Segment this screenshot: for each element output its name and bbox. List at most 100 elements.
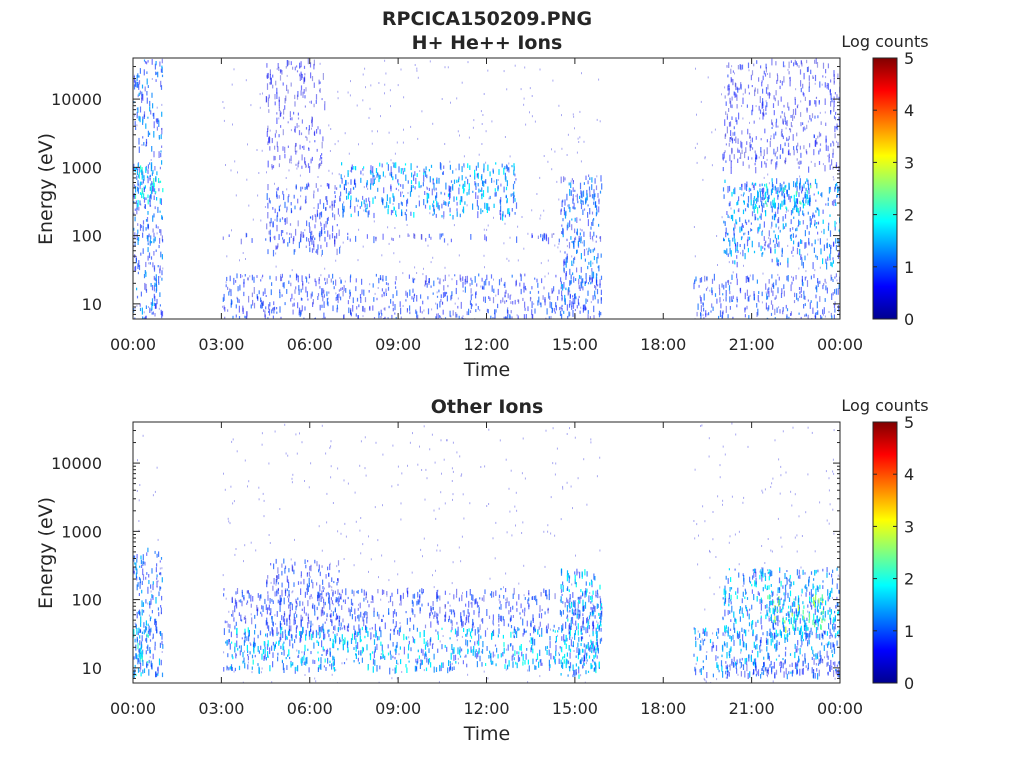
spectrogram-cell xyxy=(809,115,811,120)
spectrogram-cell xyxy=(829,164,831,170)
spectrogram-cell xyxy=(731,96,733,101)
spectrogram-cell xyxy=(414,266,416,269)
spectrogram-cell xyxy=(143,317,145,319)
spectrogram-cell xyxy=(753,63,755,67)
spectrogram-cell xyxy=(301,165,303,169)
spectrogram-cell xyxy=(815,226,817,229)
spectrogram-cell xyxy=(243,657,245,663)
spectrogram-cell xyxy=(150,235,152,240)
spectrogram-cell xyxy=(762,194,764,201)
spectrogram-cell xyxy=(533,595,535,600)
spectrogram-cell xyxy=(561,307,563,312)
spectrogram-cell xyxy=(286,210,288,213)
spectrogram-cell xyxy=(395,645,397,652)
spectrogram-cell xyxy=(817,278,819,284)
spectrogram-cell xyxy=(791,125,793,128)
spectrogram-cell xyxy=(574,207,576,210)
spectrogram-cell xyxy=(729,137,731,143)
spectrogram-cell xyxy=(344,175,345,178)
spectrogram-cell xyxy=(290,161,292,164)
spectrogram-cell xyxy=(798,312,800,315)
spectrogram-cell xyxy=(524,630,526,634)
spectrogram-cell xyxy=(430,607,432,613)
spectrogram-cell xyxy=(808,86,810,92)
spectrogram-cell xyxy=(504,136,506,138)
spectrogram-cell xyxy=(370,183,372,190)
spectrogram-cell xyxy=(508,601,510,607)
spectrogram-cell xyxy=(366,627,368,633)
spectrogram-cell xyxy=(817,222,819,225)
spectrogram-cell xyxy=(267,249,269,255)
spectrogram-cell xyxy=(829,254,831,258)
spectrogram-cell xyxy=(153,238,155,244)
spectrogram-cell xyxy=(369,283,371,286)
spectrogram-cell xyxy=(540,302,542,308)
spectrogram-cell xyxy=(802,197,804,203)
spectrogram-cell xyxy=(728,285,731,291)
spectrogram-cell xyxy=(416,272,418,274)
spectrogram-cell xyxy=(224,620,226,624)
spectrogram-cell xyxy=(254,614,256,619)
spectrogram-cell xyxy=(831,200,834,206)
spectrogram-cell xyxy=(442,309,444,315)
spectrogram-cell xyxy=(455,661,457,664)
spectrogram-cell xyxy=(136,304,138,307)
spectrogram-cell xyxy=(749,274,751,277)
spectrogram-cell xyxy=(331,663,333,670)
spectrogram-cell xyxy=(320,609,322,617)
spectrogram-cell xyxy=(310,594,312,597)
spectrogram-cell xyxy=(297,220,299,227)
spectrogram-cell xyxy=(317,244,319,250)
spectrogram-cell xyxy=(456,196,458,201)
spectrogram-cell xyxy=(444,614,446,622)
spectrogram-cell xyxy=(799,145,801,150)
spectrogram-cell xyxy=(801,258,803,266)
spectrogram-cell xyxy=(760,245,762,252)
spectrogram-cell xyxy=(274,208,276,214)
spectrogram-cell xyxy=(754,89,756,97)
spectrogram-cell xyxy=(136,81,138,88)
spectrogram-cell xyxy=(781,128,783,133)
spectrogram-cell xyxy=(476,601,479,608)
spectrogram-cell xyxy=(493,288,495,293)
spectrogram-cell xyxy=(334,191,336,194)
spectrogram-cell xyxy=(313,59,315,66)
spectrogram-cell xyxy=(782,147,784,154)
spectrogram-cell xyxy=(405,213,407,221)
spectrogram-cell xyxy=(744,183,746,190)
spectrogram-cell xyxy=(278,96,280,102)
spectrogram-cell xyxy=(518,657,521,662)
spectrogram-cell xyxy=(396,659,398,665)
spectrogram-cell xyxy=(160,631,162,636)
spectrogram-cell xyxy=(730,77,732,83)
spectrogram-cell xyxy=(782,119,784,122)
spectrogram-cell xyxy=(510,294,512,297)
spectrogram-cell xyxy=(333,200,335,207)
spectrogram-cell xyxy=(281,70,283,75)
spectrogram-cell xyxy=(774,317,776,319)
spectrogram-cell xyxy=(274,145,276,150)
spectrogram-cell xyxy=(545,234,548,242)
spectrogram-cell xyxy=(502,297,504,303)
spectrogram-cell xyxy=(729,121,732,127)
spectrogram-cell xyxy=(795,234,797,238)
spectrogram-cell xyxy=(391,237,393,241)
spectrogram-cell xyxy=(777,75,779,82)
spectrogram-cell xyxy=(254,654,256,658)
spectrogram-cell xyxy=(350,200,352,207)
spectrogram-cell xyxy=(135,258,137,264)
spectrogram-cell xyxy=(566,238,568,242)
y-tick-label: 10 xyxy=(82,295,102,314)
spectrogram-cell xyxy=(147,242,149,246)
spectrogram-cell xyxy=(136,611,138,619)
spectrogram-cell xyxy=(491,631,494,637)
spectrogram-cell xyxy=(344,599,346,604)
spectrogram-cell xyxy=(792,134,794,141)
spectrogram-cell xyxy=(223,305,225,310)
spectrogram-cell xyxy=(138,627,140,634)
spectrogram-cell xyxy=(297,665,299,672)
x-axis-ticks: 00:00 03:00 06:00 09:00 12:00 15:00 18:00 21:00… xyxy=(110,58,863,354)
spectrogram-cell xyxy=(736,221,738,225)
spectrogram-cell xyxy=(326,183,328,187)
spectrogram-cell xyxy=(147,60,149,63)
